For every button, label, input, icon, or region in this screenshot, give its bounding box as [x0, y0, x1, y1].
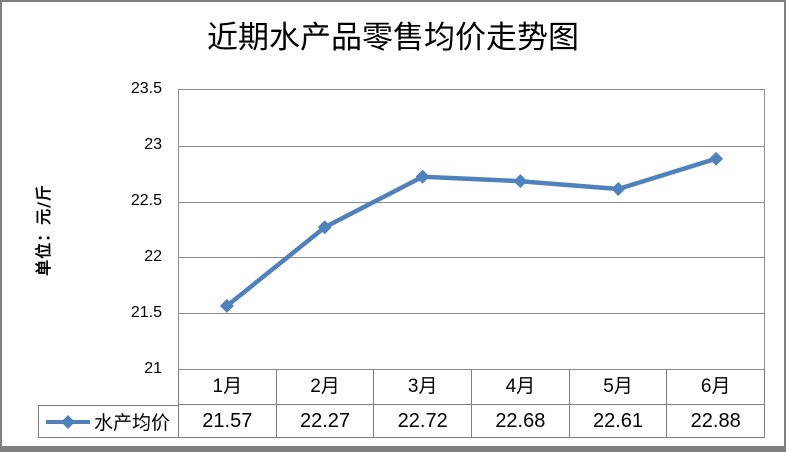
- y-tick-label: 22: [144, 248, 162, 265]
- x-axis-category-cell: 3月: [374, 370, 473, 405]
- line-series-svg: [219, 151, 724, 313]
- x-axis-category-cell: 1月: [179, 370, 277, 405]
- x-axis-category-cell: 6月: [667, 370, 766, 405]
- series-line: [224, 156, 719, 309]
- data-point-marker: [513, 174, 528, 189]
- series-value-row: 21.57 22.27 22.72 22.68 22.61 22.88: [178, 405, 766, 438]
- gridline: [179, 257, 764, 259]
- x-axis-category-cell: 5月: [569, 370, 668, 405]
- plot-area: [178, 89, 765, 370]
- y-tick-label: 22.5: [130, 192, 162, 209]
- y-tick-label: 23: [144, 136, 162, 153]
- series-value-cell: 22.68: [472, 405, 570, 438]
- x-axis-category-cell: 4月: [472, 370, 570, 405]
- gridline: [179, 201, 764, 203]
- legend-key-cell: 水产均价: [38, 405, 179, 438]
- legend-line-marker-icon: [46, 414, 90, 429]
- data-point-marker: [219, 298, 234, 313]
- data-point-marker: [611, 182, 626, 197]
- series-value-cell: 22.72: [374, 405, 473, 438]
- data-point-marker: [415, 169, 430, 184]
- y-tick-label: 23.5: [130, 80, 162, 97]
- series-value-cell: 22.27: [276, 405, 375, 438]
- x-axis-category-cell: 2月: [276, 370, 375, 405]
- y-tick-label: 21.5: [130, 304, 162, 321]
- chart-title: 近期水产品零售均价走势图: [207, 20, 579, 56]
- data-point-marker: [317, 220, 332, 235]
- series-value-cell: 22.61: [569, 405, 668, 438]
- data-point-marker: [709, 151, 724, 166]
- series-value-cell: 22.88: [667, 405, 766, 438]
- series-name-label: 水产均价: [94, 412, 171, 434]
- gridline: [179, 145, 764, 147]
- y-tick-label: 21: [144, 360, 162, 377]
- y-axis-label: 单位：元/斤: [34, 184, 53, 276]
- series-value-cell: 21.57: [179, 405, 277, 438]
- gridline: [179, 313, 764, 315]
- x-axis-category-row: 1月 2月 3月 4月 5月 6月: [178, 370, 766, 405]
